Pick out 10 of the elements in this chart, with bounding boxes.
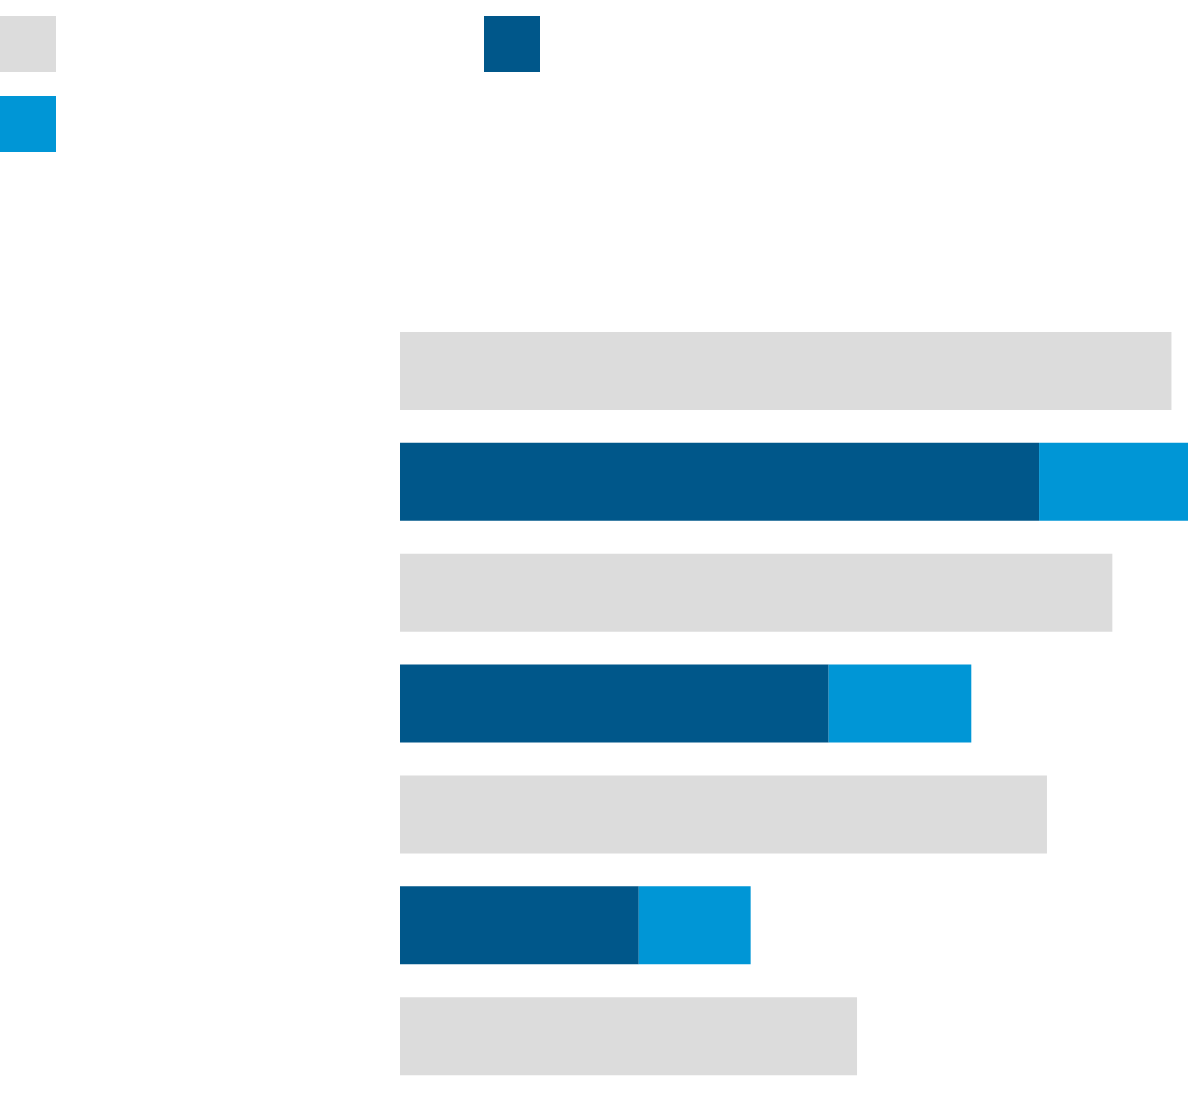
bar [400,664,829,743]
bar [400,442,1040,521]
bar [400,553,1113,632]
bar [400,886,639,965]
bar [828,664,972,743]
bar [400,775,1047,854]
bar [1039,442,1188,521]
bar [638,886,751,965]
bar [400,332,1172,410]
bar [400,997,858,1076]
